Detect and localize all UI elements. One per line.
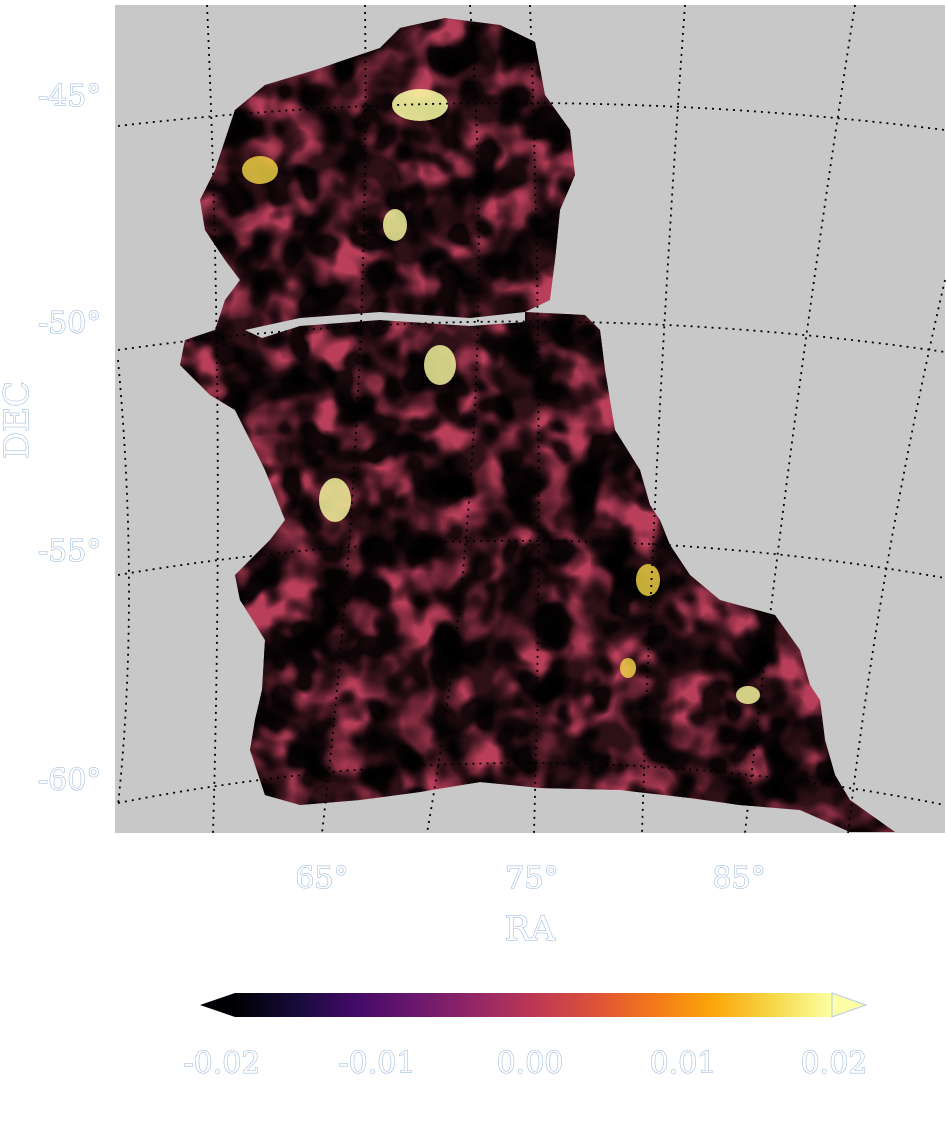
colorbar-tick-label: 0.00 <box>497 1046 564 1081</box>
ra-line-4 <box>529 4 540 834</box>
ra-tick-label: 65° <box>295 861 348 896</box>
colorbar-tick-label: 0.02 <box>801 1046 868 1081</box>
dec-tick-label: -55° <box>38 534 101 569</box>
x-axis-label: RA <box>505 909 556 949</box>
ra-tick-labels: 65° 75° 85° <box>295 861 766 897</box>
ra-line-6 <box>744 4 856 834</box>
dec-line-50 <box>117 320 946 353</box>
dec-tick-labels: -45° -50° -55° -60° <box>38 79 102 799</box>
colorbar-tick-label: -0.02 <box>184 1046 261 1081</box>
ra-tick-label: 85° <box>712 861 765 896</box>
dec-tick-label: -60° <box>38 763 101 798</box>
footprint-gap <box>245 312 525 338</box>
dec-tick-label: -45° <box>38 79 101 114</box>
hotspots <box>242 89 760 704</box>
ra-line-5 <box>641 4 686 834</box>
colorbar-extend-min <box>200 993 235 1017</box>
colorbar-tick-label: 0.01 <box>650 1046 717 1081</box>
colorbar-gradient <box>235 993 832 1017</box>
ra-line-2 <box>321 4 367 834</box>
dec-line-55 <box>117 539 946 579</box>
colorbar-tick-labels: -0.02 -0.01 0.00 0.01 0.02 <box>183 1046 868 1082</box>
dec-tick-label: -50° <box>38 306 101 341</box>
colorbar-extend-max <box>831 992 868 1018</box>
dec-line-60 <box>117 762 946 806</box>
colorbar-tick-label: -0.01 <box>339 1046 416 1081</box>
ra-line-edge <box>117 359 130 806</box>
ra-line-1 <box>206 4 219 834</box>
ra-line-3 <box>426 4 480 834</box>
colorbar <box>200 992 868 1018</box>
dec-line-45 <box>117 102 946 131</box>
ra-tick-label: 75° <box>505 861 558 896</box>
graticule <box>117 4 946 834</box>
y-axis-label: DEC <box>0 381 37 459</box>
